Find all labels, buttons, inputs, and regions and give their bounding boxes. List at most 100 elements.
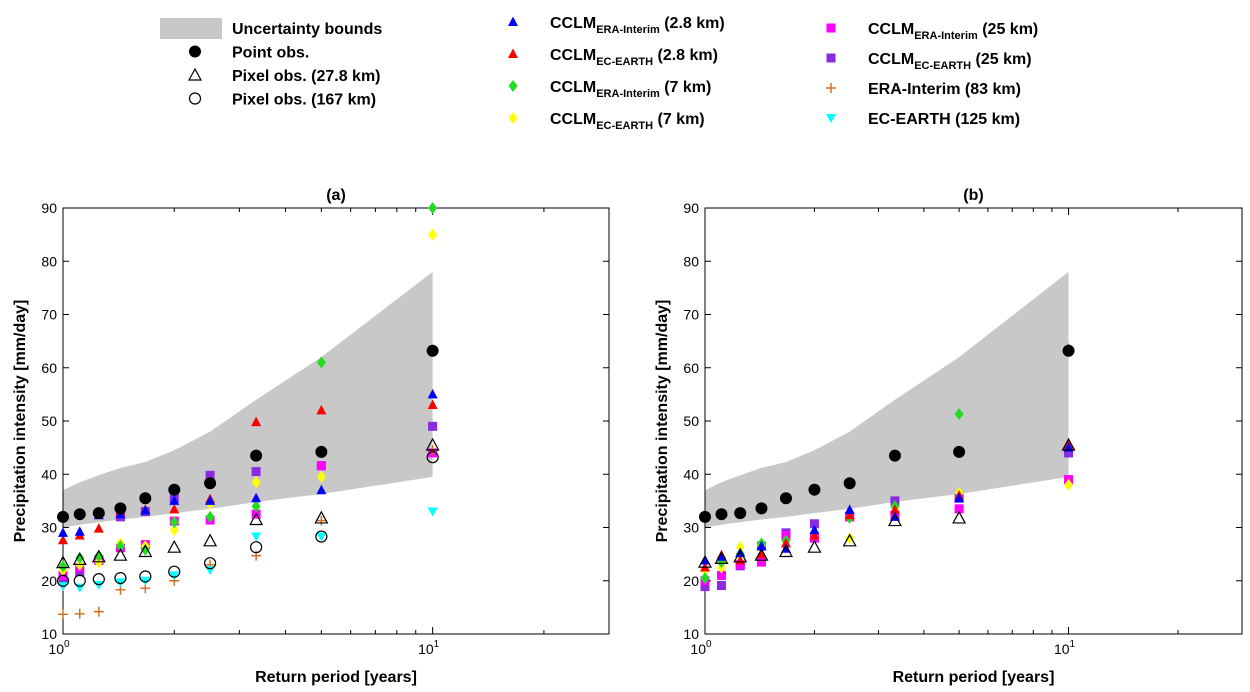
panel-a-point-pix278 — [249, 512, 264, 526]
panel-a-point-ec28 — [316, 404, 327, 415]
legend-label-pix278: Pixel obs. (27.8 km) — [232, 68, 381, 85]
panel-a-ytick-label: 90 — [41, 200, 57, 216]
legend-marker-ec28 — [508, 48, 518, 58]
panel-a-point-point — [73, 508, 86, 521]
panel-b-ytick-label: 10 — [683, 626, 699, 642]
panel-b-point-pix278 — [714, 551, 729, 564]
panel-a-ytick-label: 30 — [41, 520, 57, 536]
panel-a-point-eraint — [93, 606, 104, 617]
panel-a-point-pix167 — [203, 557, 217, 570]
panel-a-point-pix167 — [92, 573, 105, 586]
panel-a-point-era7 — [140, 543, 150, 556]
panel-a-point-era7 — [75, 551, 85, 564]
legend-marker-era28 — [508, 16, 518, 26]
panel-a-point-pix167 — [315, 530, 328, 543]
panel-a-point-ec7 — [251, 476, 261, 489]
panel-a-ytick-label: 10 — [41, 626, 57, 642]
panel-a-point-pix278 — [203, 533, 218, 547]
panel-a-point-pix278 — [72, 552, 87, 566]
panel-b-point-pix278 — [733, 549, 748, 563]
panel-b-point-ec28 — [844, 509, 855, 520]
panel-a-point-pix278 — [314, 510, 329, 524]
panel-a-ytick-label: 50 — [41, 413, 57, 429]
panel-a-point-pix167 — [139, 570, 152, 583]
panel-b-xtick-label: 101 — [1054, 639, 1076, 657]
legend-marker-era25 — [826, 23, 836, 33]
legend-label-ec7: CCLMEC-EARTH (7 km) — [550, 111, 705, 132]
panel-b-point-ec7 — [735, 541, 745, 554]
panel-b-point-ec28 — [809, 529, 820, 540]
panel-a-point-ecearth — [251, 532, 262, 542]
panel-a-point-ec28 — [251, 416, 262, 427]
panel-a-point-pix167 — [114, 571, 127, 585]
panel-a-point-pix278 — [55, 555, 71, 569]
legend-marker-ecearth — [826, 114, 836, 123]
legend-marker-ec7 — [508, 112, 518, 124]
panel-b-point-era7 — [700, 572, 710, 585]
panel-b-point-point — [755, 502, 768, 515]
legend-label-bounds: Uncertainty bounds — [232, 21, 382, 38]
panel-a-point-ec28 — [169, 503, 180, 514]
panel-a-point-era25 — [316, 461, 326, 471]
legend: Uncertainty bounds Point obs. Pixel obs. (… — [160, 15, 1038, 132]
panel-a-point-era7 — [94, 549, 104, 562]
panel-a-xlabel: Return period [years] — [255, 669, 417, 686]
panel-b-ytick-label: 40 — [683, 466, 699, 482]
panel-a-point-ec28 — [93, 523, 104, 533]
panel-a-point-era28 — [205, 495, 216, 505]
panel-b-point-point — [808, 483, 821, 496]
panel-b-point-ec28 — [780, 537, 791, 548]
panel-a-point-era28 — [251, 492, 262, 503]
panel-a-point-era28 — [316, 484, 327, 495]
panel-a-point-pix278 — [113, 547, 128, 561]
legend-marker-ec25 — [826, 53, 836, 63]
panel-a-point-ecearth — [169, 571, 180, 581]
panel-b-point-point — [734, 507, 747, 520]
panel-a-point-era28 — [140, 504, 151, 515]
panel-a-point-pix278 — [425, 437, 440, 451]
panel-a-point-pix278 — [138, 544, 153, 558]
panel-b-xtick-label: 100 — [690, 639, 712, 657]
legend-marker-pix167 — [188, 92, 202, 105]
panel-a-point-era7 — [251, 500, 261, 513]
panel-a-point-era7 — [115, 540, 125, 553]
panel-a-point-ecearth — [115, 578, 126, 588]
panel-a-point-ec7 — [428, 228, 438, 241]
panel-b-point-era28 — [700, 555, 710, 565]
panel-b-point-pix278 — [778, 544, 793, 558]
legend-label-ec25: CCLMEC-EARTH (25 km) — [868, 51, 1032, 72]
panel-a-point-ecearth — [93, 581, 104, 591]
legend-marker-pix278 — [187, 67, 203, 81]
panel-a-ytick-label: 70 — [41, 307, 57, 323]
panel-b-point-ec28 — [756, 548, 767, 559]
panel-a-point-pix278 — [91, 549, 106, 563]
panel-a-point-point — [57, 510, 69, 523]
panel-a-point-era28 — [58, 527, 68, 537]
panel-b-title: (b) — [963, 187, 983, 204]
panel-a-point-era7 — [58, 560, 68, 573]
panel-a-uncertainty-band — [63, 271, 433, 528]
panel-b-point-point — [715, 508, 728, 521]
panel-b-point-pix278 — [842, 533, 857, 547]
panel-b-point-era28 — [716, 551, 727, 561]
panel-b-uncertainty-band — [705, 271, 1069, 528]
panel-a-point-era7 — [169, 516, 179, 529]
legend-label-era7: CCLMERA-Interim (7 km) — [550, 79, 711, 100]
panel-a-point-pix167 — [168, 565, 181, 578]
panel-b-point-ec25 — [809, 519, 819, 529]
panel-a-point-point — [139, 492, 152, 505]
panel-b-point-pix278 — [1061, 437, 1076, 451]
panel-a-point-ec25 — [205, 470, 215, 480]
panel-a-point-point — [114, 502, 127, 515]
panel-a-ytick-label: 40 — [41, 466, 57, 482]
panel-b-point-ec25 — [716, 581, 726, 591]
panel-b-point-point — [699, 510, 711, 523]
panel-b-point-ec25 — [1064, 448, 1074, 458]
panel-b-point-era25 — [954, 504, 964, 514]
panel-b-ytick-label: 90 — [683, 200, 699, 216]
panel-b-point-era25 — [756, 557, 766, 567]
panel-a-point-era7 — [205, 510, 215, 523]
panel-a-point-pix167 — [56, 574, 70, 587]
panel-a-ytick-label: 60 — [41, 360, 57, 376]
panel-a: 10 20 30 40 50 60 70 80 90 100 101 (a) Return period… — [12, 187, 610, 686]
